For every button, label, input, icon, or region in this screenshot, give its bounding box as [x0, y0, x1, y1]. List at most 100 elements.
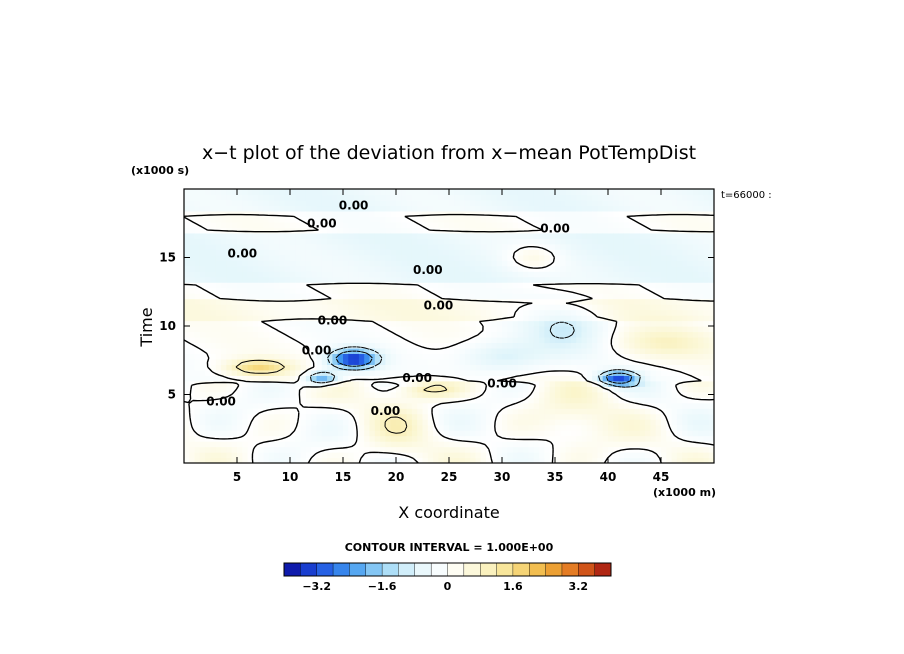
heatmap-cell [231, 205, 238, 212]
heatmap-cell [316, 271, 323, 278]
heatmap-cell [539, 347, 545, 354]
heatmap-cell [523, 309, 530, 316]
heatmap-cell [231, 254, 238, 261]
heatmap-cell [311, 271, 318, 278]
heatmap-cell [438, 326, 445, 333]
heatmap-cell [459, 402, 466, 409]
heatmap-cell [358, 386, 365, 393]
heatmap-cell [274, 249, 280, 256]
heatmap-cell [613, 205, 620, 212]
heatmap-cell [215, 424, 222, 431]
heatmap-cell [290, 276, 296, 283]
heatmap-cell [311, 391, 318, 398]
heatmap-cell [613, 249, 620, 256]
heatmap-cell [385, 210, 392, 217]
heatmap-cell [692, 227, 699, 234]
heatmap-cell [528, 304, 535, 311]
heatmap-cell [645, 331, 651, 338]
heatmap-cell [311, 216, 318, 223]
heatmap-cell [385, 254, 392, 261]
heatmap-cell [634, 293, 641, 300]
heatmap-cell [491, 287, 498, 294]
heatmap-cell [358, 304, 365, 311]
heatmap-cell [215, 358, 222, 365]
heatmap-cell [666, 232, 673, 239]
heatmap-cell [184, 331, 190, 338]
heatmap-cell [645, 243, 651, 250]
heatmap-cell [374, 238, 381, 245]
heatmap-cell [274, 210, 280, 217]
heatmap-cell [480, 243, 487, 250]
heatmap-cell [687, 408, 694, 415]
heatmap-cell [655, 309, 662, 316]
heatmap-cell [512, 243, 519, 250]
heatmap-cell [385, 391, 392, 398]
heatmap-cell [364, 260, 371, 267]
heatmap-cell [618, 380, 625, 387]
heatmap-cell [570, 457, 577, 463]
heatmap-cell [602, 408, 609, 415]
heatmap-cell [655, 315, 662, 322]
heatmap-cell [353, 353, 360, 360]
heatmap-cell [290, 326, 296, 333]
heatmap-cell [221, 320, 227, 327]
heatmap-cell [698, 304, 704, 311]
heatmap-cell [523, 265, 530, 272]
heatmap-cell [332, 232, 339, 239]
heatmap-cell [687, 331, 694, 338]
heatmap-cell [692, 342, 699, 349]
heatmap-cell [666, 408, 673, 415]
heatmap-cell [602, 441, 609, 448]
heatmap-cell [650, 298, 657, 305]
heatmap-cell [623, 260, 630, 267]
heatmap-cell [369, 375, 376, 382]
heatmap-cell [502, 216, 508, 223]
heatmap-cell [512, 353, 519, 360]
heatmap-cell [703, 452, 710, 459]
heatmap-cell [380, 402, 386, 409]
heatmap-cell [655, 380, 662, 387]
heatmap-cell [295, 309, 302, 316]
heatmap-cell [316, 457, 323, 463]
heatmap-cell [406, 194, 413, 201]
heatmap-cell [502, 221, 508, 228]
heatmap-cell [464, 353, 471, 360]
heatmap-cell [502, 205, 508, 212]
heatmap-cell [592, 309, 598, 316]
heatmap-cell [459, 282, 466, 289]
heatmap-cell [507, 260, 514, 267]
heatmap-cell [639, 424, 646, 431]
heatmap-cell [247, 408, 254, 415]
heatmap-cell [634, 243, 641, 250]
heatmap-cell [480, 320, 487, 327]
heatmap-cell [687, 194, 694, 201]
heatmap-cell [411, 249, 418, 256]
heatmap-cell [544, 315, 551, 322]
heatmap-cell [242, 369, 249, 376]
heatmap-cell [475, 243, 482, 250]
heatmap-cell [268, 424, 275, 431]
heatmap-cell [258, 408, 265, 415]
heatmap-cell [369, 260, 376, 267]
heatmap-cell [581, 243, 588, 250]
heatmap-cell [390, 408, 397, 415]
heatmap-cell [263, 413, 270, 420]
heatmap-cell [464, 320, 471, 327]
heatmap-cell [295, 221, 302, 228]
heatmap-cell [687, 397, 694, 404]
heatmap-cell [623, 419, 630, 426]
heatmap-cell [237, 227, 243, 234]
heatmap-cell [396, 189, 402, 196]
heatmap-cell [480, 402, 487, 409]
heatmap-cell [544, 380, 551, 387]
heatmap-cell [666, 260, 673, 267]
heatmap-cell [576, 375, 583, 382]
heatmap-cell [629, 391, 636, 398]
heatmap-cell [332, 276, 339, 283]
heatmap-cell [305, 358, 312, 365]
heatmap-cell [602, 189, 609, 196]
heatmap-cell [586, 347, 593, 354]
heatmap-cell [279, 282, 286, 289]
heatmap-cell [618, 189, 625, 196]
heatmap-cell [486, 402, 492, 409]
